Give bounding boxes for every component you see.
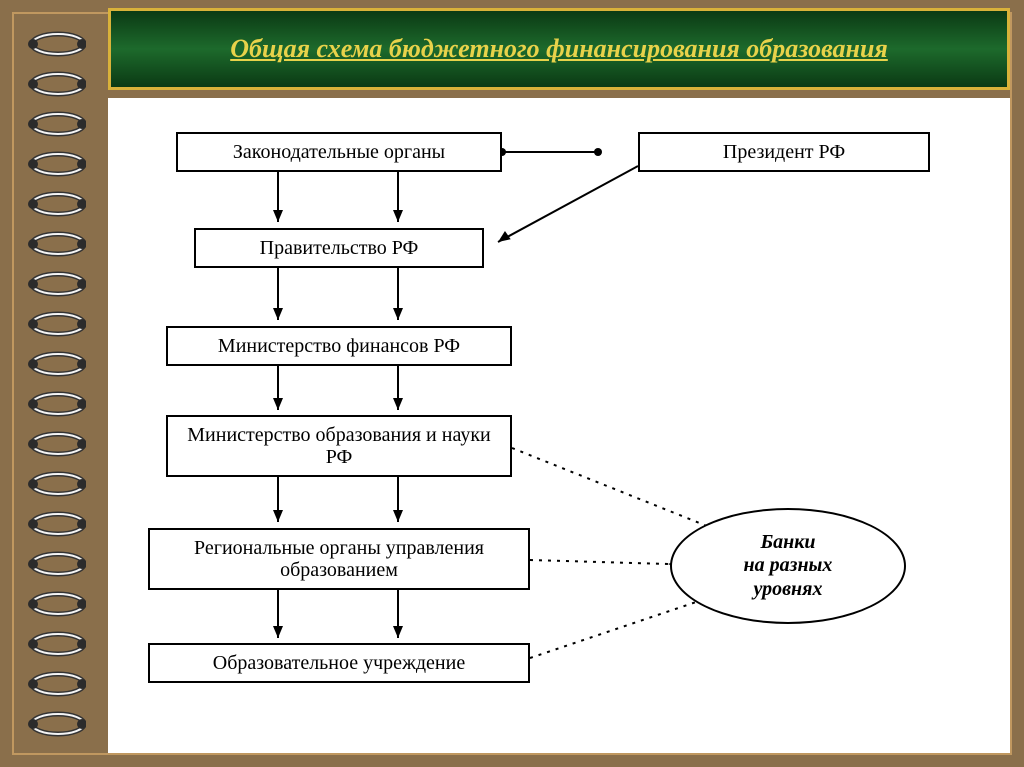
node-government: Правительство РФ — [194, 228, 484, 268]
node-regional: Региональные органы управления образован… — [148, 528, 530, 590]
node-minedu: Министерство образования и науки РФ — [166, 415, 512, 477]
diagram-canvas: Законодательные органы Президент РФ Правит… — [108, 98, 1010, 753]
slide-root: Общая схема бюджетного финансирования об… — [0, 0, 1024, 767]
title-bar: Общая схема бюджетного финансирования об… — [108, 8, 1010, 90]
spiral-binding — [14, 14, 98, 753]
node-minfin: Министерство финансов РФ — [166, 326, 512, 366]
node-banks: Банкина разныхуровнях — [670, 508, 906, 624]
node-legislative: Законодательные органы — [176, 132, 502, 172]
title-text: Общая схема бюджетного финансирования об… — [230, 33, 888, 66]
node-president: Президент РФ — [638, 132, 930, 172]
node-institution: Образовательное учреждение — [148, 643, 530, 683]
